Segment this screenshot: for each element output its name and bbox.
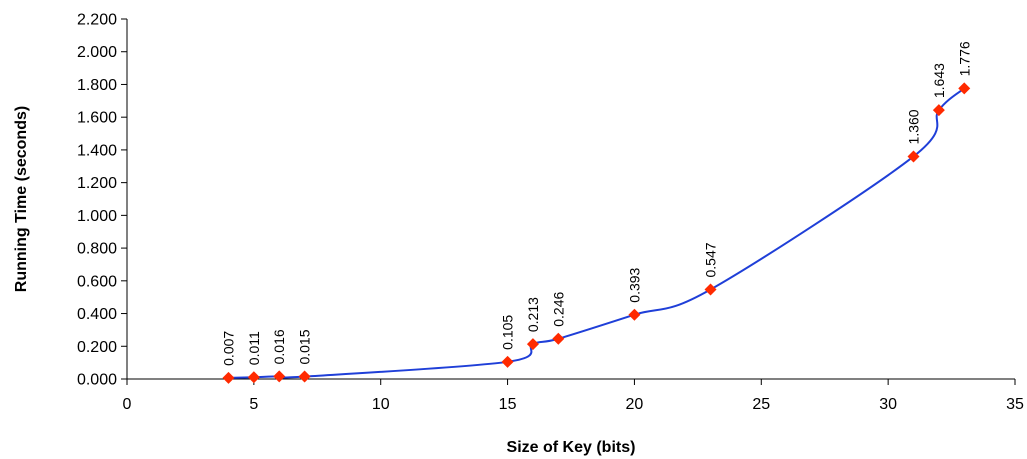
y-tick-label: 0.400 xyxy=(77,306,117,323)
data-point xyxy=(247,371,260,384)
data-point xyxy=(907,150,920,163)
data-point xyxy=(932,104,945,117)
y-tick-label: 0.200 xyxy=(77,339,117,356)
y-tick-label: 0.000 xyxy=(77,372,117,389)
y-tick-label: 1.600 xyxy=(77,110,117,127)
y-tick-label: 1.400 xyxy=(77,142,117,159)
y-tick-label: 2.000 xyxy=(77,44,117,61)
data-label: 0.007 xyxy=(220,331,236,366)
y-tick-label: 1.200 xyxy=(77,175,117,192)
y-tick-label: 2.200 xyxy=(77,12,117,29)
x-tick-label: 5 xyxy=(249,396,258,413)
data-label: 0.213 xyxy=(525,297,541,332)
y-tick-label: 0.800 xyxy=(77,241,117,258)
x-axis-ticks: 0 5 10 15 20 25 30 35 xyxy=(123,379,1024,413)
x-tick-label: 0 xyxy=(123,396,132,413)
y-axis-ticks: 0.000 0.200 0.400 0.600 0.800 1.000 1.200 1.400… xyxy=(77,12,127,389)
data-point xyxy=(704,283,717,296)
y-tick-label: 1.000 xyxy=(77,208,117,225)
data-label: 1.643 xyxy=(931,63,947,98)
x-tick-label: 30 xyxy=(879,396,897,413)
data-point xyxy=(552,332,565,345)
x-tick-label: 15 xyxy=(499,396,517,413)
x-axis-title: Size of Key (bits) xyxy=(507,439,636,456)
data-markers xyxy=(222,82,971,384)
y-tick-label: 1.800 xyxy=(77,77,117,94)
data-label: 0.246 xyxy=(550,291,566,326)
data-label: 0.547 xyxy=(703,242,719,277)
data-label: 0.016 xyxy=(271,329,287,364)
data-label: 0.015 xyxy=(297,329,313,364)
data-point xyxy=(958,82,971,95)
data-point xyxy=(501,355,514,368)
data-point xyxy=(628,308,641,321)
x-tick-label: 35 xyxy=(1006,396,1024,413)
y-axis-title: Running Time (seconds) xyxy=(13,106,30,292)
data-point xyxy=(526,338,539,351)
data-labels: 0.007 0.011 0.016 0.015 0.105 0.213 0.246 0.393… xyxy=(220,41,972,366)
data-label: 0.105 xyxy=(500,315,516,350)
y-tick-label: 0.600 xyxy=(77,273,117,290)
data-label: 1.776 xyxy=(956,41,972,76)
x-tick-label: 25 xyxy=(752,396,770,413)
data-point xyxy=(298,370,311,383)
data-label: 0.011 xyxy=(246,331,262,365)
data-label: 0.393 xyxy=(626,267,642,302)
data-point xyxy=(273,370,286,383)
x-tick-label: 10 xyxy=(372,396,390,413)
data-point xyxy=(222,371,235,384)
x-tick-label: 20 xyxy=(626,396,644,413)
series-line xyxy=(228,87,965,379)
data-label: 1.360 xyxy=(906,109,922,144)
